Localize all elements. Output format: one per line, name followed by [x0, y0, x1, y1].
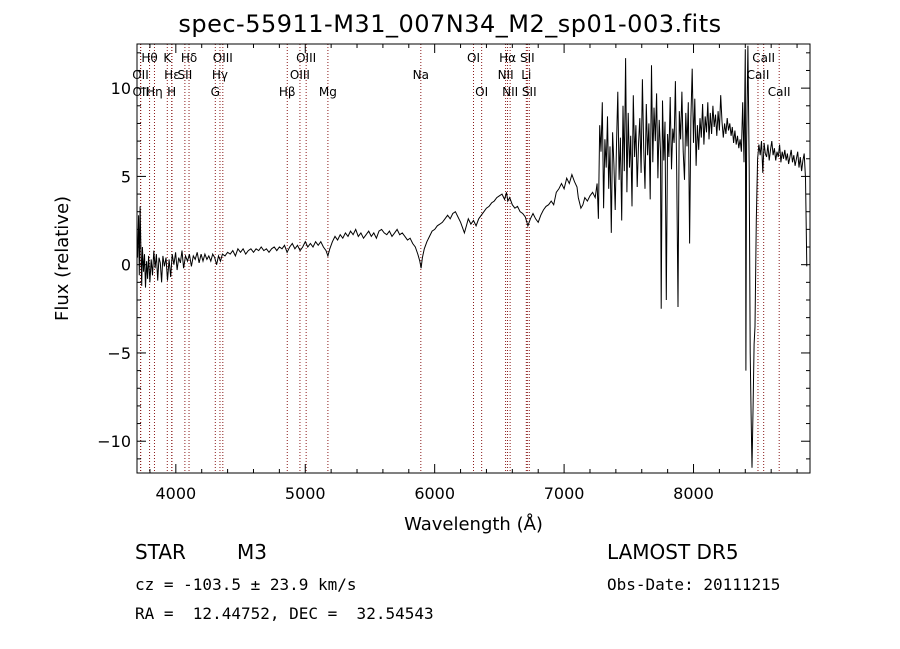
line-label-26: CaII — [747, 68, 770, 82]
y-tick-label: 10 — [111, 79, 131, 98]
velocity: cz = -103.5 ± 23.9 km/s — [135, 575, 357, 594]
x-tick-label: 5000 — [285, 484, 326, 503]
line-label-20: NII — [498, 68, 514, 82]
x-axis: 4000 5000 6000 7000 8000 — [149, 44, 798, 503]
line-label-13: OIII — [296, 51, 316, 65]
x-axis-label: Wavelength (Å) — [404, 513, 543, 535]
y-axis-label: Flux (relative) — [52, 196, 73, 321]
line-label-9: OIII — [213, 51, 233, 65]
line-label-25: CaII — [752, 51, 775, 65]
line-label-7: Hδ — [181, 51, 197, 65]
chart-title: spec-55911-M31_007N34_M2_sp01-003.fits — [178, 10, 722, 38]
y-tick-label: −5 — [107, 344, 131, 363]
spectrum-line — [137, 45, 808, 468]
line-label-23: Li — [521, 68, 531, 82]
line-label-4: K — [163, 51, 172, 65]
line-label-27: CaII — [768, 85, 791, 99]
line-label-8: SII — [178, 68, 193, 82]
line-label-12: Hβ — [279, 85, 296, 99]
line-label-5: Hε — [164, 68, 180, 82]
x-tick-label: 7000 — [544, 484, 585, 503]
obs-date: Obs-Date: 20111215 — [607, 575, 781, 594]
x-tick-label: 4000 — [155, 484, 196, 503]
line-label-14: OIII — [290, 68, 310, 82]
line-label-10: Hγ — [212, 68, 228, 82]
line-label-11: G — [211, 85, 220, 99]
y-axis: −10 −5 0 5 10 — [97, 52, 810, 460]
line-markers — [139, 44, 780, 473]
line-label-18: OI — [475, 85, 488, 99]
plot-frame — [136, 43, 811, 474]
line-label-24: SII — [522, 85, 537, 99]
line-label-16: Na — [413, 68, 429, 82]
line-label-17: OI — [467, 51, 480, 65]
x-tick-label: 6000 — [414, 484, 455, 503]
object-subclass: M3 — [237, 540, 267, 564]
line-label-1: OII — [132, 68, 149, 82]
object-type: STAR — [135, 540, 186, 564]
line-label-22: SII — [520, 51, 535, 65]
line-label-21: NII — [502, 85, 518, 99]
line-label-0: Hθ — [141, 51, 157, 65]
survey-name: LAMOST DR5 — [607, 540, 739, 564]
x-tick-label: 8000 — [673, 484, 714, 503]
y-tick-label: 5 — [121, 167, 131, 186]
coordinates: RA = 12.44752, DEC = 32.54543 — [135, 604, 434, 623]
line-label-19: Hα — [499, 51, 516, 65]
line-label-3: Hη — [146, 85, 163, 99]
line-label-6: H — [167, 85, 176, 99]
y-tick-label: −10 — [97, 432, 131, 451]
y-tick-label: 0 — [121, 256, 131, 275]
line-label-15: Mg — [319, 85, 337, 99]
